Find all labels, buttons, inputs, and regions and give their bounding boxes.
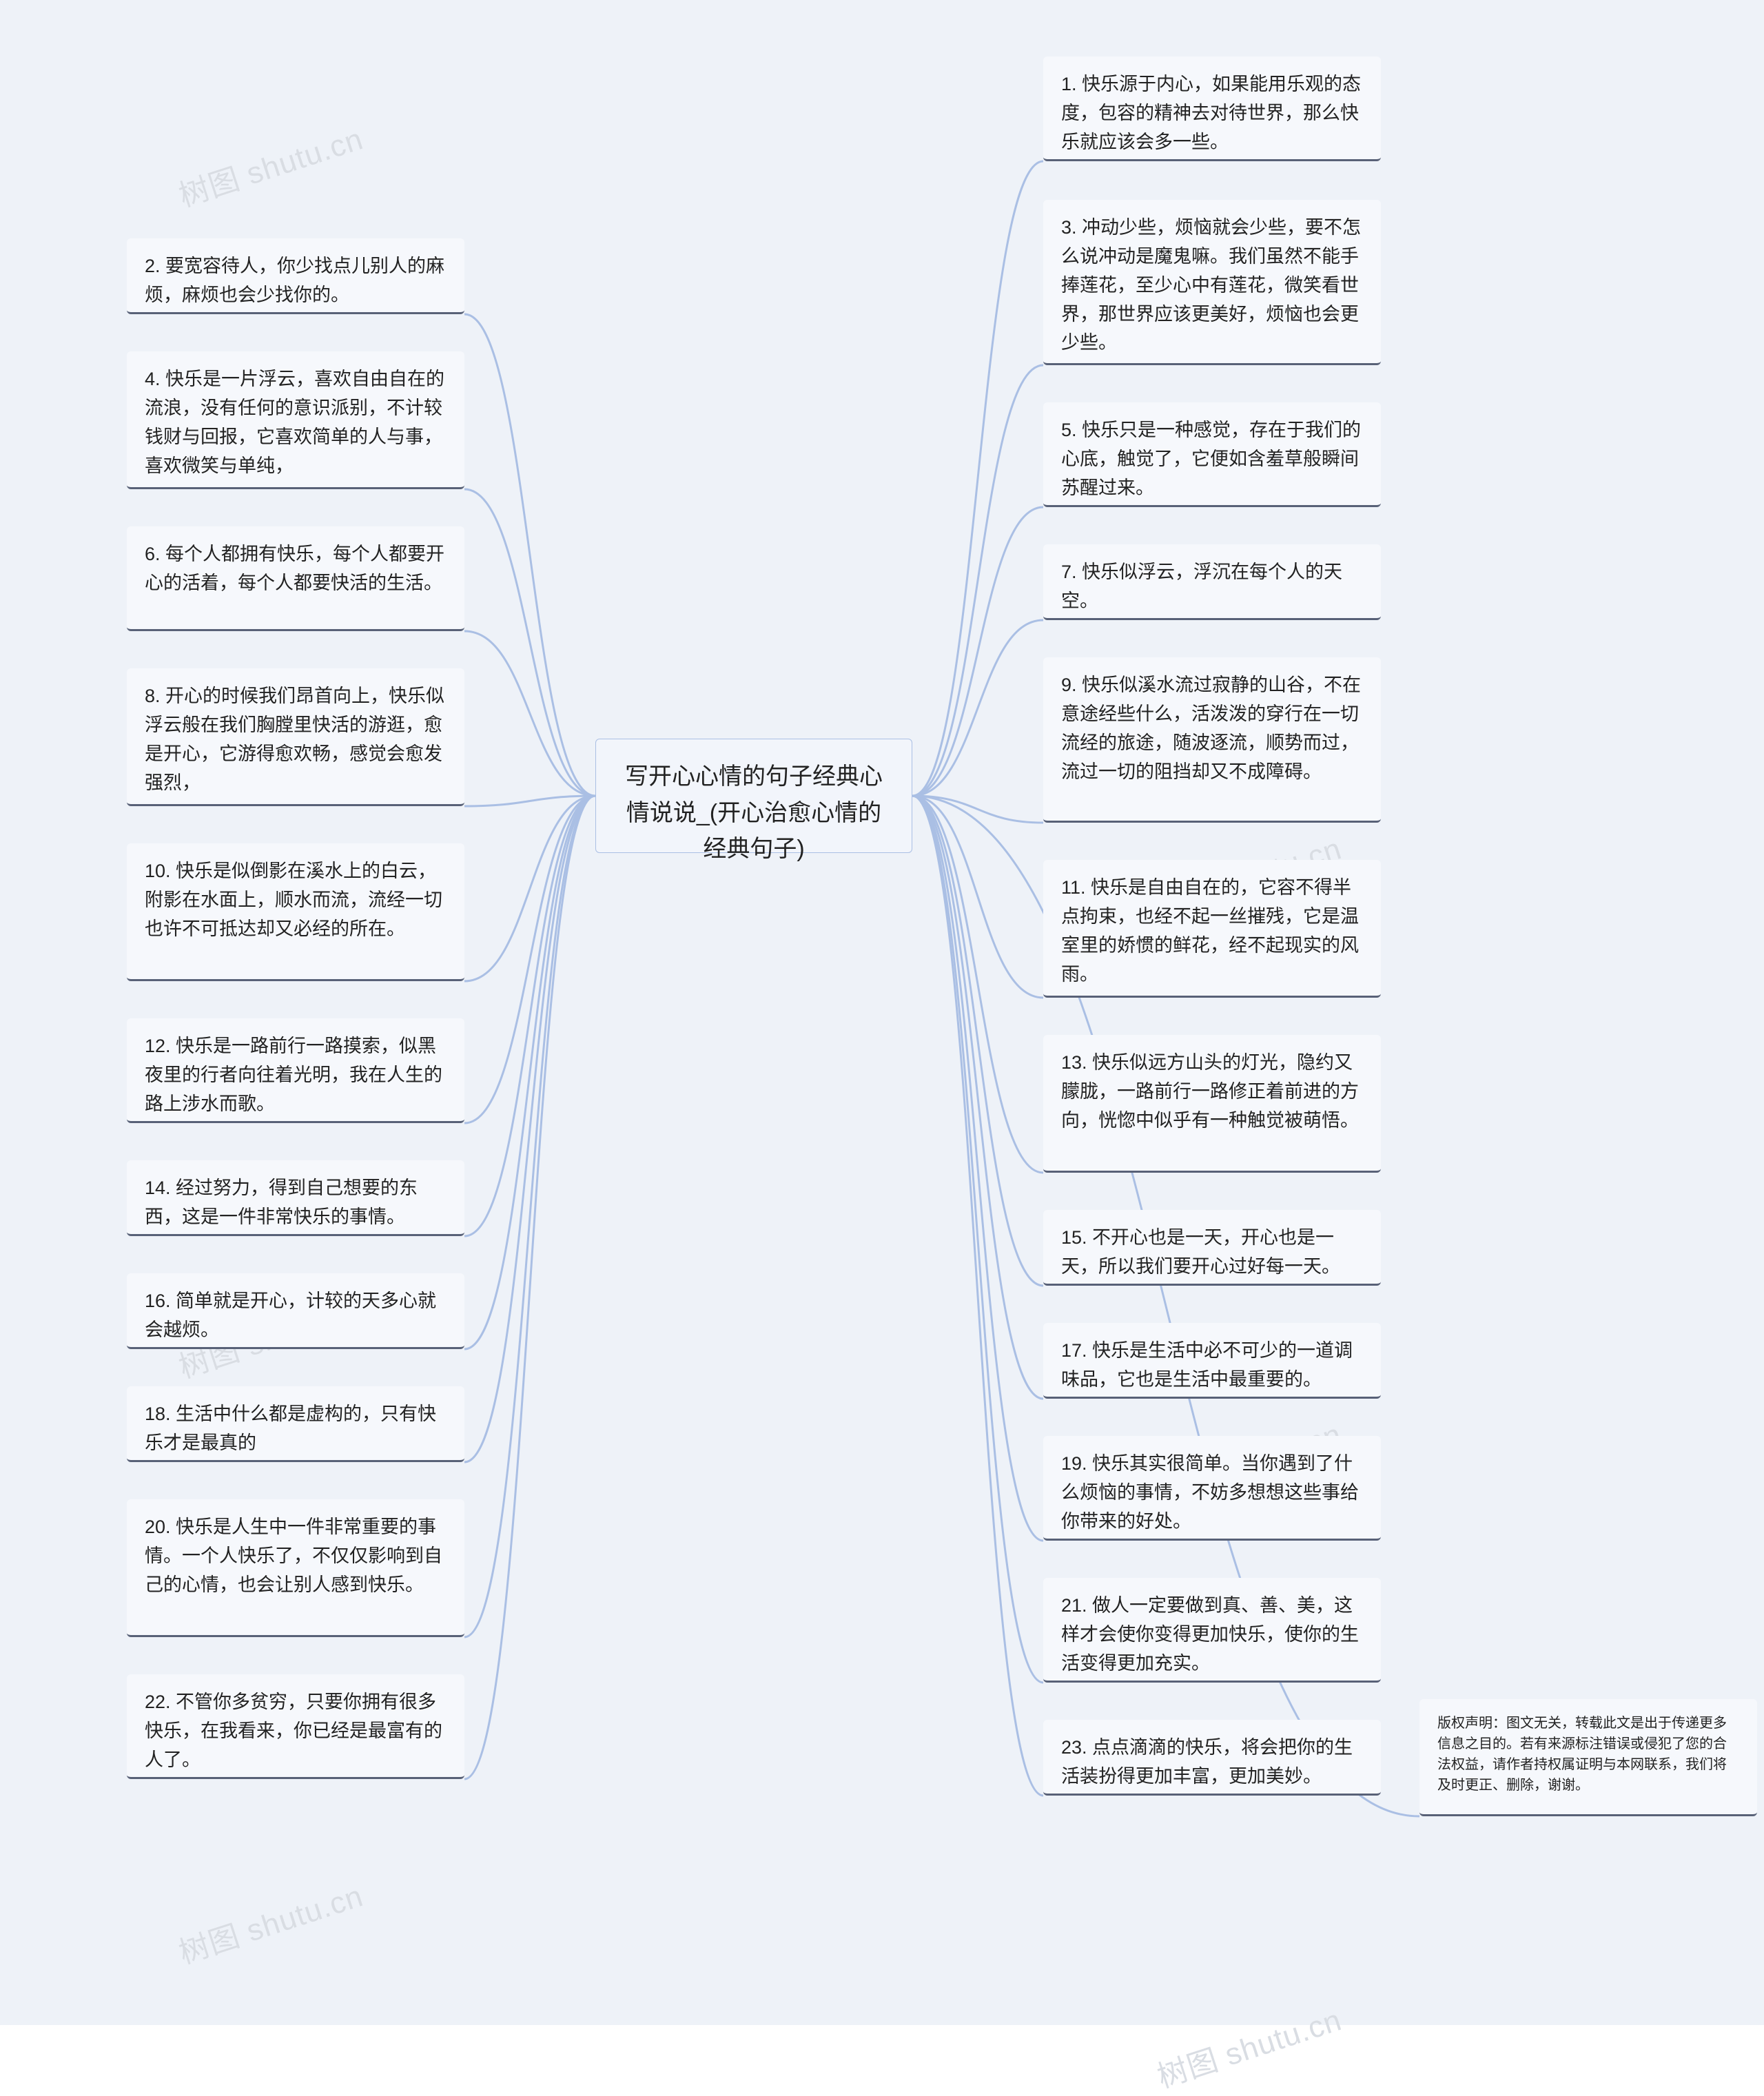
left-node-10: 22. 不管你多贫穷，只要你拥有很多快乐，在我看来，你已经是最富有的人了。 <box>127 1674 464 1779</box>
left-node-5: 12. 快乐是一路前行一路摸索，似黑夜里的行者向往着光明，我在人生的路上涉水而歌… <box>127 1018 464 1123</box>
mindmap-canvas: 树图 shutu.cn树图 shutu.cn树图 shutu.cn树图 shut… <box>0 0 1764 2025</box>
connector <box>464 631 595 796</box>
right-node-4: 9. 快乐似溪水流过寂静的山谷，不在意途经些什么，活泼泼的穿行在一切流经的旅途，… <box>1043 657 1381 823</box>
connector <box>912 620 1043 796</box>
connector <box>464 796 595 1236</box>
watermark: 树图 shutu.cn <box>172 114 368 216</box>
connector <box>464 796 595 1637</box>
watermark: 树图 shutu.cn <box>1151 1995 1346 2096</box>
right-node-11: 23. 点点滴滴的快乐，将会把你的生活装扮得更加丰富，更加美妙。 <box>1043 1720 1381 1796</box>
copyright-note: 版权声明：图文无关，转载此文是出于传递更多信息之目的。若有来源标注错误或侵犯了您… <box>1419 1699 1757 1816</box>
right-node-3: 7. 快乐似浮云，浮沉在每个人的天空。 <box>1043 544 1381 620</box>
connector <box>912 365 1043 796</box>
right-node-2: 5. 快乐只是一种感觉，存在于我们的心底，触觉了，它便如含羞草般瞬间苏醒过来。 <box>1043 402 1381 507</box>
connector <box>912 796 1043 998</box>
connector <box>464 796 595 806</box>
connector <box>912 507 1043 796</box>
connector <box>912 796 1043 823</box>
left-node-4: 10. 快乐是似倒影在溪水上的白云，附影在水面上，顺水而流，流经一切也许不可抵达… <box>127 843 464 981</box>
left-node-0: 2. 要宽容待人，你少找点儿别人的麻烦，麻烦也会少找你的。 <box>127 238 464 314</box>
right-node-0: 1. 快乐源于内心，如果能用乐观的态度，包容的精神去对待世界，那么快乐就应该会多… <box>1043 56 1381 161</box>
left-node-8: 18. 生活中什么都是虚构的，只有快乐才是最真的 <box>127 1386 464 1462</box>
left-node-2: 6. 每个人都拥有快乐，每个人都要开心的活着，每个人都要快活的生活。 <box>127 526 464 631</box>
connector <box>912 161 1043 796</box>
connector <box>464 796 595 1779</box>
left-node-6: 14. 经过努力，得到自己想要的东西，这是一件非常快乐的事情。 <box>127 1160 464 1236</box>
left-node-7: 16. 简单就是开心，计较的天多心就会越烦。 <box>127 1273 464 1349</box>
right-node-8: 17. 快乐是生活中必不可少的一道调味品，它也是生活中最重要的。 <box>1043 1323 1381 1399</box>
connector <box>912 796 1043 1683</box>
connector <box>912 796 1043 1541</box>
left-node-1: 4. 快乐是一片浮云，喜欢自由自在的流浪，没有任何的意识派别，不计较钱财与回报，… <box>127 351 464 489</box>
root-node: 写开心心情的句子经典心情说说_(开心治愈心情的经典句子) <box>595 739 912 853</box>
connector <box>912 796 1043 1286</box>
connector <box>464 796 595 981</box>
right-node-5: 11. 快乐是自由自在的，它容不得半点拘束，也经不起一丝摧残，它是温室里的娇惯的… <box>1043 860 1381 998</box>
connector <box>464 796 595 1123</box>
right-node-9: 19. 快乐其实很简单。当你遇到了什么烦恼的事情，不妨多想想这些事给你带来的好处… <box>1043 1436 1381 1541</box>
connector <box>912 796 1043 1173</box>
left-node-3: 8. 开心的时候我们昂首向上，快乐似浮云般在我们胸膛里快活的游逛，愈是开心，它游… <box>127 668 464 806</box>
connector <box>464 796 595 1349</box>
connector <box>912 796 1043 1796</box>
right-node-10: 21. 做人一定要做到真、善、美，这样才会使你变得更加快乐，使你的生活变得更加充… <box>1043 1578 1381 1683</box>
watermark: 树图 shutu.cn <box>172 1871 368 1973</box>
right-node-1: 3. 冲动少些，烦恼就会少些，要不怎么说冲动是魔鬼嘛。我们虽然不能手捧莲花，至少… <box>1043 200 1381 365</box>
right-node-6: 13. 快乐似远方山头的灯光，隐约又朦胧，一路前行一路修正着前进的方向，恍惚中似… <box>1043 1035 1381 1173</box>
connector <box>464 489 595 796</box>
left-node-9: 20. 快乐是人生中一件非常重要的事情。一个人快乐了，不仅仅影响到自己的心情，也… <box>127 1499 464 1637</box>
connector <box>464 314 595 796</box>
right-node-7: 15. 不开心也是一天，开心也是一天，所以我们要开心过好每一天。 <box>1043 1210 1381 1286</box>
connector <box>912 796 1043 1399</box>
connector <box>464 796 595 1462</box>
